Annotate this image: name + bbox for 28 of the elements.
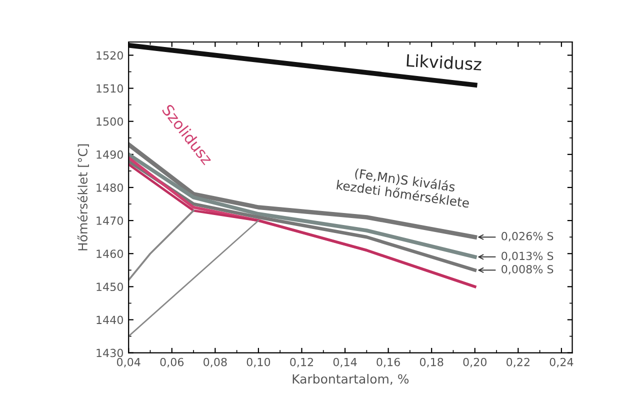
y-tick-label: 1490: [96, 150, 123, 159]
y-tick-label: 1450: [96, 282, 123, 292]
y-axis-title: Hőmérséklet [°C]: [77, 144, 89, 250]
x-axis-title: Karbontartalom, %: [292, 374, 409, 385]
text: 0,008% S: [502, 264, 554, 274]
x-tick-label: 0,24: [550, 358, 574, 368]
text: 0,026% S: [502, 232, 554, 242]
x-tick-label: 0,04: [116, 358, 140, 368]
x-tick-label: 0,10: [246, 358, 270, 368]
y-tick-label: 1460: [96, 250, 123, 258]
y-tick-label: 1480: [96, 183, 123, 192]
y-tick-label: 1510: [96, 84, 123, 93]
y-tick-label: 1430: [96, 348, 123, 358]
x-tick-label: 0,18: [420, 358, 444, 368]
y-tick-label: 1520: [96, 51, 123, 60]
x-tick-label: 0,06: [160, 358, 184, 368]
text: 0,013% S: [502, 252, 554, 262]
annotation: (Fe,Mn)S kiválás kezdeti hőmérséklete: [336, 168, 470, 208]
x-tick-label: 0,08: [204, 358, 227, 368]
x-tick-label: 0,22: [506, 358, 530, 368]
x-tick-label: 0,20: [463, 358, 487, 368]
x-tick-label: 0,16: [376, 358, 400, 368]
y-tick-label: 1440: [96, 316, 123, 324]
x-tick-label: 0,12: [290, 358, 313, 368]
annotation: Likvidusz: [406, 54, 482, 71]
x-tick-label: 0,14: [333, 358, 357, 368]
y-tick-label: 1500: [96, 117, 123, 126]
y-tick-label: 1470: [96, 216, 123, 225]
